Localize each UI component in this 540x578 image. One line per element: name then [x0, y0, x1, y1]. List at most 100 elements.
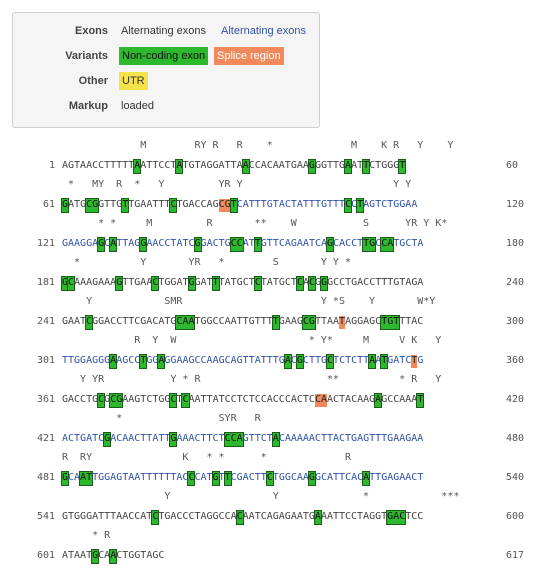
variant-highlight[interactable]: A — [133, 159, 142, 174]
variant-highlight[interactable]: A — [344, 159, 353, 174]
variant-highlight[interactable]: T — [271, 315, 280, 330]
variant-highlight[interactable]: T — [139, 354, 148, 369]
splice-highlight[interactable]: T — [411, 355, 418, 368]
variant-highlight[interactable]: C — [253, 276, 262, 291]
line-start-position: 601 — [36, 550, 55, 561]
variant-highlight[interactable]: A — [157, 354, 166, 369]
exon-segment: CA — [68, 472, 81, 483]
non-coding-exon-chip[interactable]: Non-coding exon — [119, 47, 209, 65]
variant-highlight[interactable]: CAA — [175, 315, 196, 330]
variant-highlight[interactable]: C — [187, 471, 196, 486]
variant-highlight[interactable]: TG — [362, 237, 377, 252]
exon-segment: TTGGAGGG — [62, 355, 111, 366]
variant-highlight[interactable]: A — [313, 510, 322, 525]
line-end-position: 120 — [506, 199, 525, 210]
variant-highlight[interactable]: G — [326, 237, 335, 252]
exon-segment: ACAACTTATT — [110, 433, 171, 444]
legend-row-markup: Markup loaded — [13, 95, 319, 117]
sequence-segment: AATCAGAGAATG — [242, 511, 315, 522]
variant-highlight[interactable]: C — [151, 510, 160, 525]
variant-highlight[interactable]: C — [265, 471, 274, 486]
variant-highlight[interactable]: T — [380, 354, 389, 369]
variant-highlight[interactable]: CG — [301, 315, 316, 330]
variant-highlight[interactable]: A — [241, 159, 250, 174]
utr-chip[interactable]: UTR — [119, 72, 148, 90]
variant-highlight[interactable]: AT — [79, 471, 94, 486]
variant-highlight[interactable]: CC — [229, 237, 244, 252]
splice-highlight[interactable]: CG — [218, 199, 231, 212]
variant-highlight[interactable]: C — [295, 276, 304, 291]
splice-highlight[interactable]: CA — [314, 394, 327, 407]
variant-highlight[interactable]: A — [374, 393, 383, 408]
variant-highlight[interactable]: A — [109, 354, 118, 369]
variant-highlight[interactable]: T — [229, 198, 238, 213]
variant-highlight[interactable]: CCA — [223, 432, 244, 447]
variant-highlight[interactable]: T — [211, 276, 220, 291]
sequence-segment: TGGAT — [158, 277, 189, 288]
variant-highlight[interactable]: G — [169, 432, 178, 447]
variant-highlight[interactable]: A — [109, 549, 118, 564]
line-end-position: 180 — [506, 238, 525, 249]
variant-highlight[interactable]: G — [320, 276, 329, 291]
variant-highlight[interactable]: T — [362, 159, 371, 174]
variant-highlight[interactable]: G — [307, 471, 316, 486]
splice-region-chip[interactable]: Splice region — [214, 47, 284, 65]
variant-highlight[interactable]: A — [283, 354, 292, 369]
variant-highlight[interactable]: G — [295, 354, 304, 369]
variant-highlight[interactable]: G — [139, 237, 148, 252]
variant-highlight[interactable]: T — [253, 237, 262, 252]
legend-other-label: Other — [78, 75, 108, 87]
variant-highlight[interactable]: A — [362, 471, 371, 486]
splice-highlight[interactable]: T — [339, 316, 346, 329]
variant-highlight[interactable]: G — [115, 276, 124, 291]
variant-highlight[interactable]: A — [109, 237, 118, 252]
variant-highlight[interactable]: C — [151, 276, 160, 291]
variant-annotation: R Y W * Y* M V K Y — [62, 335, 442, 346]
sequence-segment: ATTCCT — [140, 160, 177, 171]
variant-highlight[interactable]: T — [416, 393, 425, 408]
variant-highlight[interactable]: TGT — [380, 315, 401, 330]
sequence-segment: G — [104, 394, 111, 405]
variant-highlight[interactable]: C — [307, 276, 317, 291]
variant-highlight[interactable]: C — [169, 393, 178, 408]
variant-highlight[interactable]: G — [60, 198, 70, 213]
legend-row-variants: Variants Non-coding exon Splice region — [13, 45, 319, 67]
variant-highlight[interactable]: A — [271, 432, 280, 447]
variant-highlight[interactable]: C — [326, 354, 335, 369]
variant-highlight[interactable]: G — [60, 276, 70, 291]
variant-highlight[interactable]: C — [344, 198, 353, 213]
variant-highlight[interactable]: T — [121, 198, 130, 213]
exons-option-2[interactable]: Alternating exons — [221, 25, 306, 37]
variant-highlight[interactable]: C — [235, 510, 244, 525]
variant-highlight[interactable]: C — [169, 198, 178, 213]
variant-highlight[interactable]: G — [187, 276, 196, 291]
variant-highlight[interactable]: GAC — [386, 510, 407, 525]
variant-highlight[interactable]: G — [91, 549, 100, 564]
variant-annotation: * R — [62, 530, 111, 541]
variant-highlight[interactable]: C — [97, 393, 106, 408]
variant-highlight[interactable]: T — [356, 198, 365, 213]
exon-segment: TGCTA — [393, 238, 424, 249]
variant-highlight[interactable]: A — [175, 159, 184, 174]
variant-highlight[interactable]: G — [97, 237, 106, 252]
variant-highlight[interactable]: C — [85, 315, 94, 330]
line-start-position: 1 — [48, 160, 55, 171]
variant-highlight[interactable]: G — [307, 159, 316, 174]
variant-highlight[interactable]: CA — [380, 237, 395, 252]
exons-option-1[interactable]: Alternating exons — [121, 25, 206, 37]
variant-highlight[interactable]: G — [60, 471, 70, 486]
sequence-segment: AATTATCCTCTCCACCCACTC — [188, 394, 315, 405]
variant-highlight[interactable]: T — [223, 471, 232, 486]
variant-highlight[interactable]: G — [211, 471, 220, 486]
exon-segment: GTTCAGAATCA — [260, 238, 328, 249]
variant-highlight[interactable]: CG — [85, 198, 100, 213]
variant-highlight[interactable]: C — [181, 393, 190, 408]
variant-highlight[interactable]: A — [368, 354, 377, 369]
variant-highlight[interactable]: CG — [109, 393, 124, 408]
variant-highlight[interactable]: G — [193, 237, 202, 252]
exon-segment: AAACTTCT — [176, 433, 225, 444]
variant-highlight[interactable]: C — [67, 276, 76, 291]
variant-highlight[interactable]: G — [103, 432, 112, 447]
exon-segment: C — [375, 238, 382, 249]
variant-highlight[interactable]: T — [398, 159, 407, 174]
